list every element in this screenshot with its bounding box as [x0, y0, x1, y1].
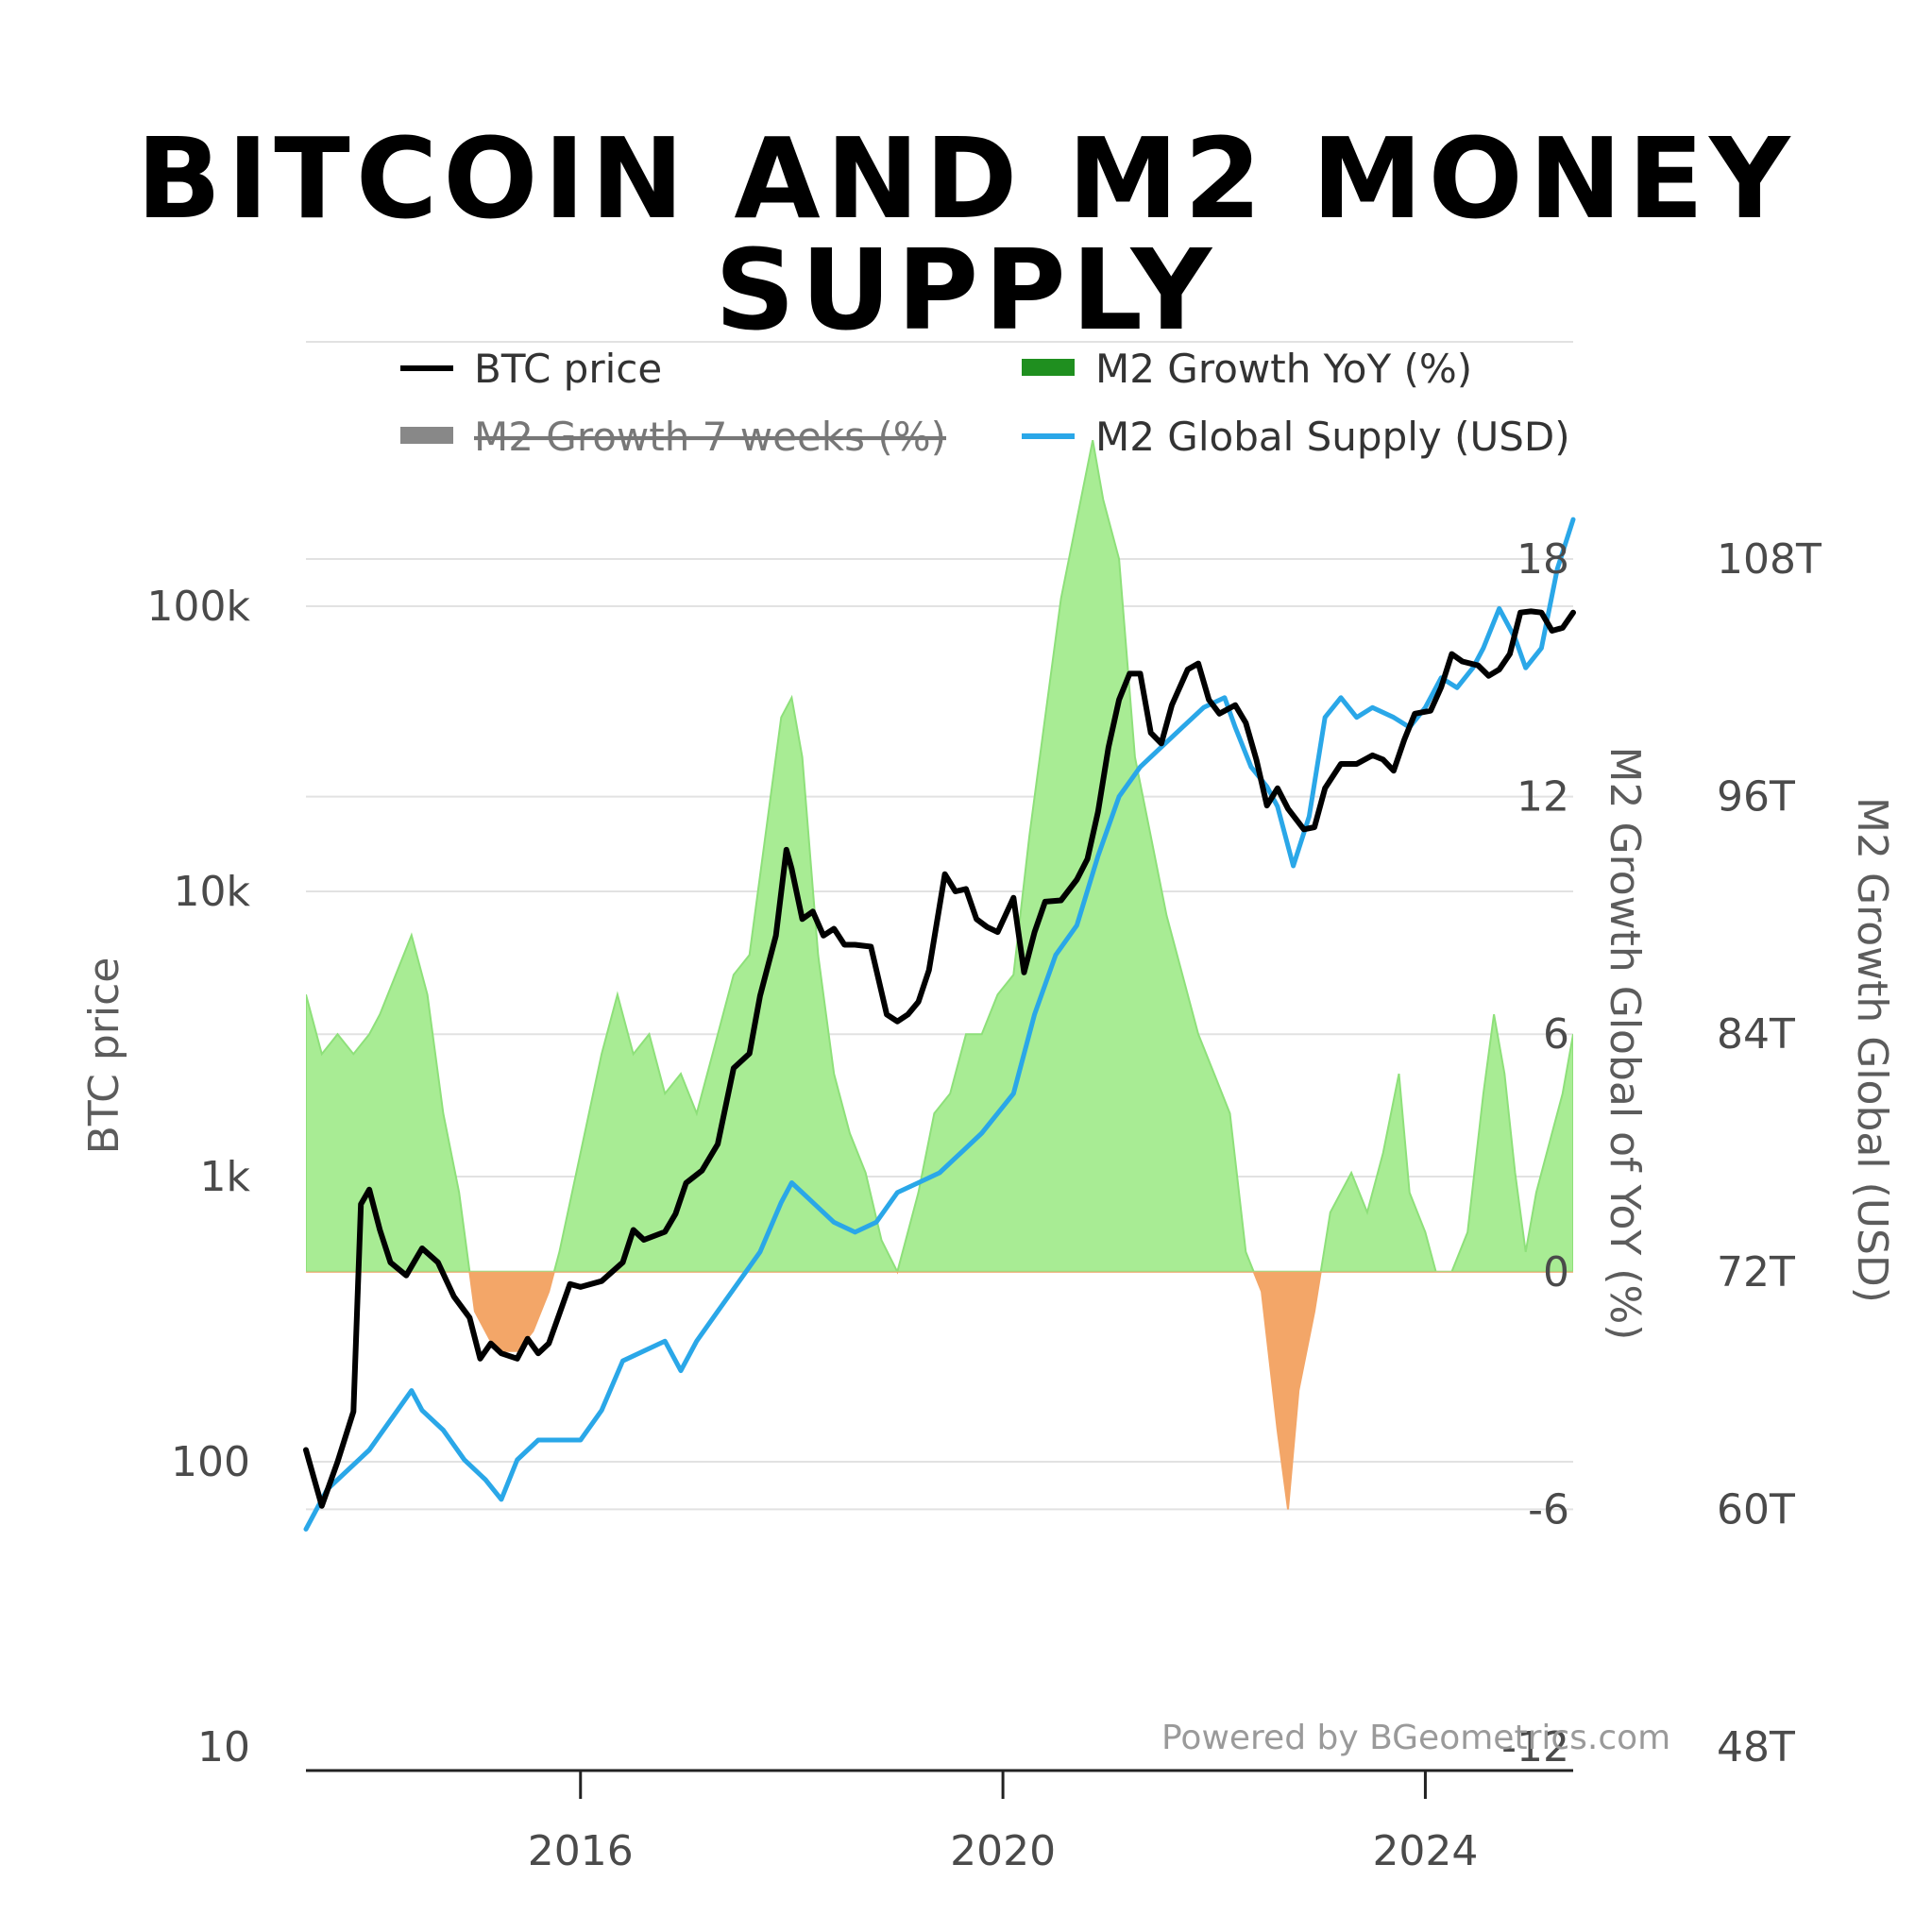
left-tick-label-0: 10 — [197, 1723, 250, 1771]
left-tick-label-4: 100k — [147, 583, 251, 631]
right2-tick-label-5: 108T — [1717, 535, 1822, 584]
credit-text: Powered by BGeometrics.com — [1161, 1719, 1670, 1757]
right1-tick-label-4: 12 — [1517, 773, 1569, 822]
x-tick-label-2020: 2020 — [950, 1827, 1056, 1875]
left-tick-label-1: 100 — [171, 1438, 250, 1486]
right2-tick-label-1: 60T — [1717, 1485, 1795, 1534]
left-axis-title: BTC price — [80, 958, 128, 1155]
x-tick-label-2016: 2016 — [528, 1827, 634, 1875]
left-tick-label-2: 1k — [200, 1153, 251, 1201]
right2-tick-label-3: 84T — [1717, 1010, 1795, 1059]
chart-title: BITCOIN AND M2 MONEY SUPPLY — [136, 113, 1796, 355]
legend-label-0: BTC price — [474, 346, 662, 392]
right2-axis-title: M2 Growth Global (USD) — [1848, 797, 1896, 1303]
right1-tick-label-0: -12 — [1501, 1723, 1569, 1771]
m2-supply-line — [303, 517, 1576, 1532]
legend-label-2: M2 Growth 7 weeks (%) — [474, 414, 946, 460]
line-series — [303, 517, 1576, 1532]
legend-swatch-1 — [1022, 359, 1075, 376]
left-tick-label-3: 10k — [174, 868, 251, 916]
axes: 2016 2020 2024 10 100 1k 10k 100k BTC price -12 -6… — [80, 535, 1896, 1875]
right1-tick-label-3: 6 — [1543, 1010, 1569, 1059]
right1-axis-title: M2 Growth Global of YoY (%) — [1601, 747, 1649, 1341]
right1-tick-label-2: 0 — [1543, 1248, 1569, 1296]
right2-tick-label-0: 48T — [1717, 1723, 1795, 1771]
legend-label-1: M2 Growth YoY (%) — [1095, 346, 1472, 392]
legend-label-3: M2 Global Supply (USD) — [1095, 414, 1570, 460]
x-tick-label-2024: 2024 — [1372, 1827, 1478, 1875]
right2-tick-label-2: 72T — [1717, 1248, 1795, 1296]
btc-price-line — [303, 608, 1576, 1509]
m2-growth-positive-area — [306, 440, 1573, 1272]
right1-tick-label-1: -6 — [1528, 1485, 1569, 1534]
right1-tick-label-5: 18 — [1517, 535, 1569, 584]
legend: BTC price M2 Growth YoY (%) M2 Growth 7 we… — [400, 346, 1570, 460]
right2-tick-label-4: 96T — [1717, 773, 1795, 822]
legend-swatch-2 — [400, 427, 453, 444]
